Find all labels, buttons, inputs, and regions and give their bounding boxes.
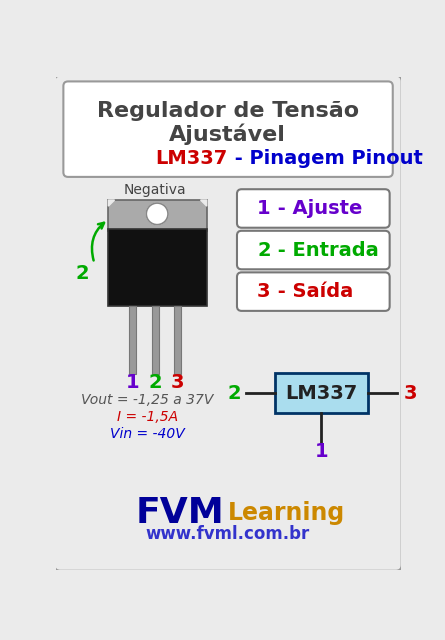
Text: - Saída: - Saída — [271, 282, 353, 301]
FancyBboxPatch shape — [275, 373, 368, 413]
Text: 1: 1 — [125, 373, 139, 392]
Polygon shape — [201, 200, 207, 206]
Circle shape — [146, 203, 168, 225]
Text: 2: 2 — [75, 264, 89, 283]
Text: - Entrada: - Entrada — [271, 241, 379, 260]
Text: Ajustável: Ajustável — [169, 124, 286, 145]
Text: LM337: LM337 — [285, 384, 358, 403]
FancyBboxPatch shape — [237, 189, 390, 228]
Text: LM337: LM337 — [155, 149, 228, 168]
Text: Vin = -40V: Vin = -40V — [110, 427, 184, 441]
Text: 3: 3 — [170, 373, 184, 392]
Polygon shape — [108, 200, 114, 206]
Text: 2: 2 — [257, 241, 271, 260]
Text: Vout = -1,25 a 37V: Vout = -1,25 a 37V — [81, 393, 213, 407]
Text: I = -1,5A: I = -1,5A — [117, 410, 178, 424]
FancyBboxPatch shape — [237, 231, 390, 269]
Text: Negativa: Negativa — [124, 183, 186, 197]
Text: - Pinagem Pinout: - Pinagem Pinout — [228, 149, 423, 168]
Text: FVM: FVM — [136, 495, 225, 530]
Bar — [108, 229, 207, 307]
Text: Regulador de Tensão: Regulador de Tensão — [97, 102, 359, 122]
Text: 3: 3 — [404, 384, 417, 403]
Text: Learning: Learning — [228, 500, 345, 525]
Text: 1: 1 — [315, 442, 328, 461]
Bar — [174, 307, 181, 374]
FancyBboxPatch shape — [63, 81, 393, 177]
FancyBboxPatch shape — [54, 76, 402, 571]
Text: 2: 2 — [148, 373, 162, 392]
Bar — [152, 307, 159, 374]
Text: 1: 1 — [257, 199, 271, 218]
Text: 3: 3 — [257, 282, 271, 301]
FancyBboxPatch shape — [237, 273, 390, 311]
Polygon shape — [108, 200, 207, 231]
Text: - Ajuste: - Ajuste — [271, 199, 362, 218]
Text: www.fvml.com.br: www.fvml.com.br — [146, 525, 310, 543]
Text: 2: 2 — [227, 384, 241, 403]
Bar — [129, 307, 136, 374]
